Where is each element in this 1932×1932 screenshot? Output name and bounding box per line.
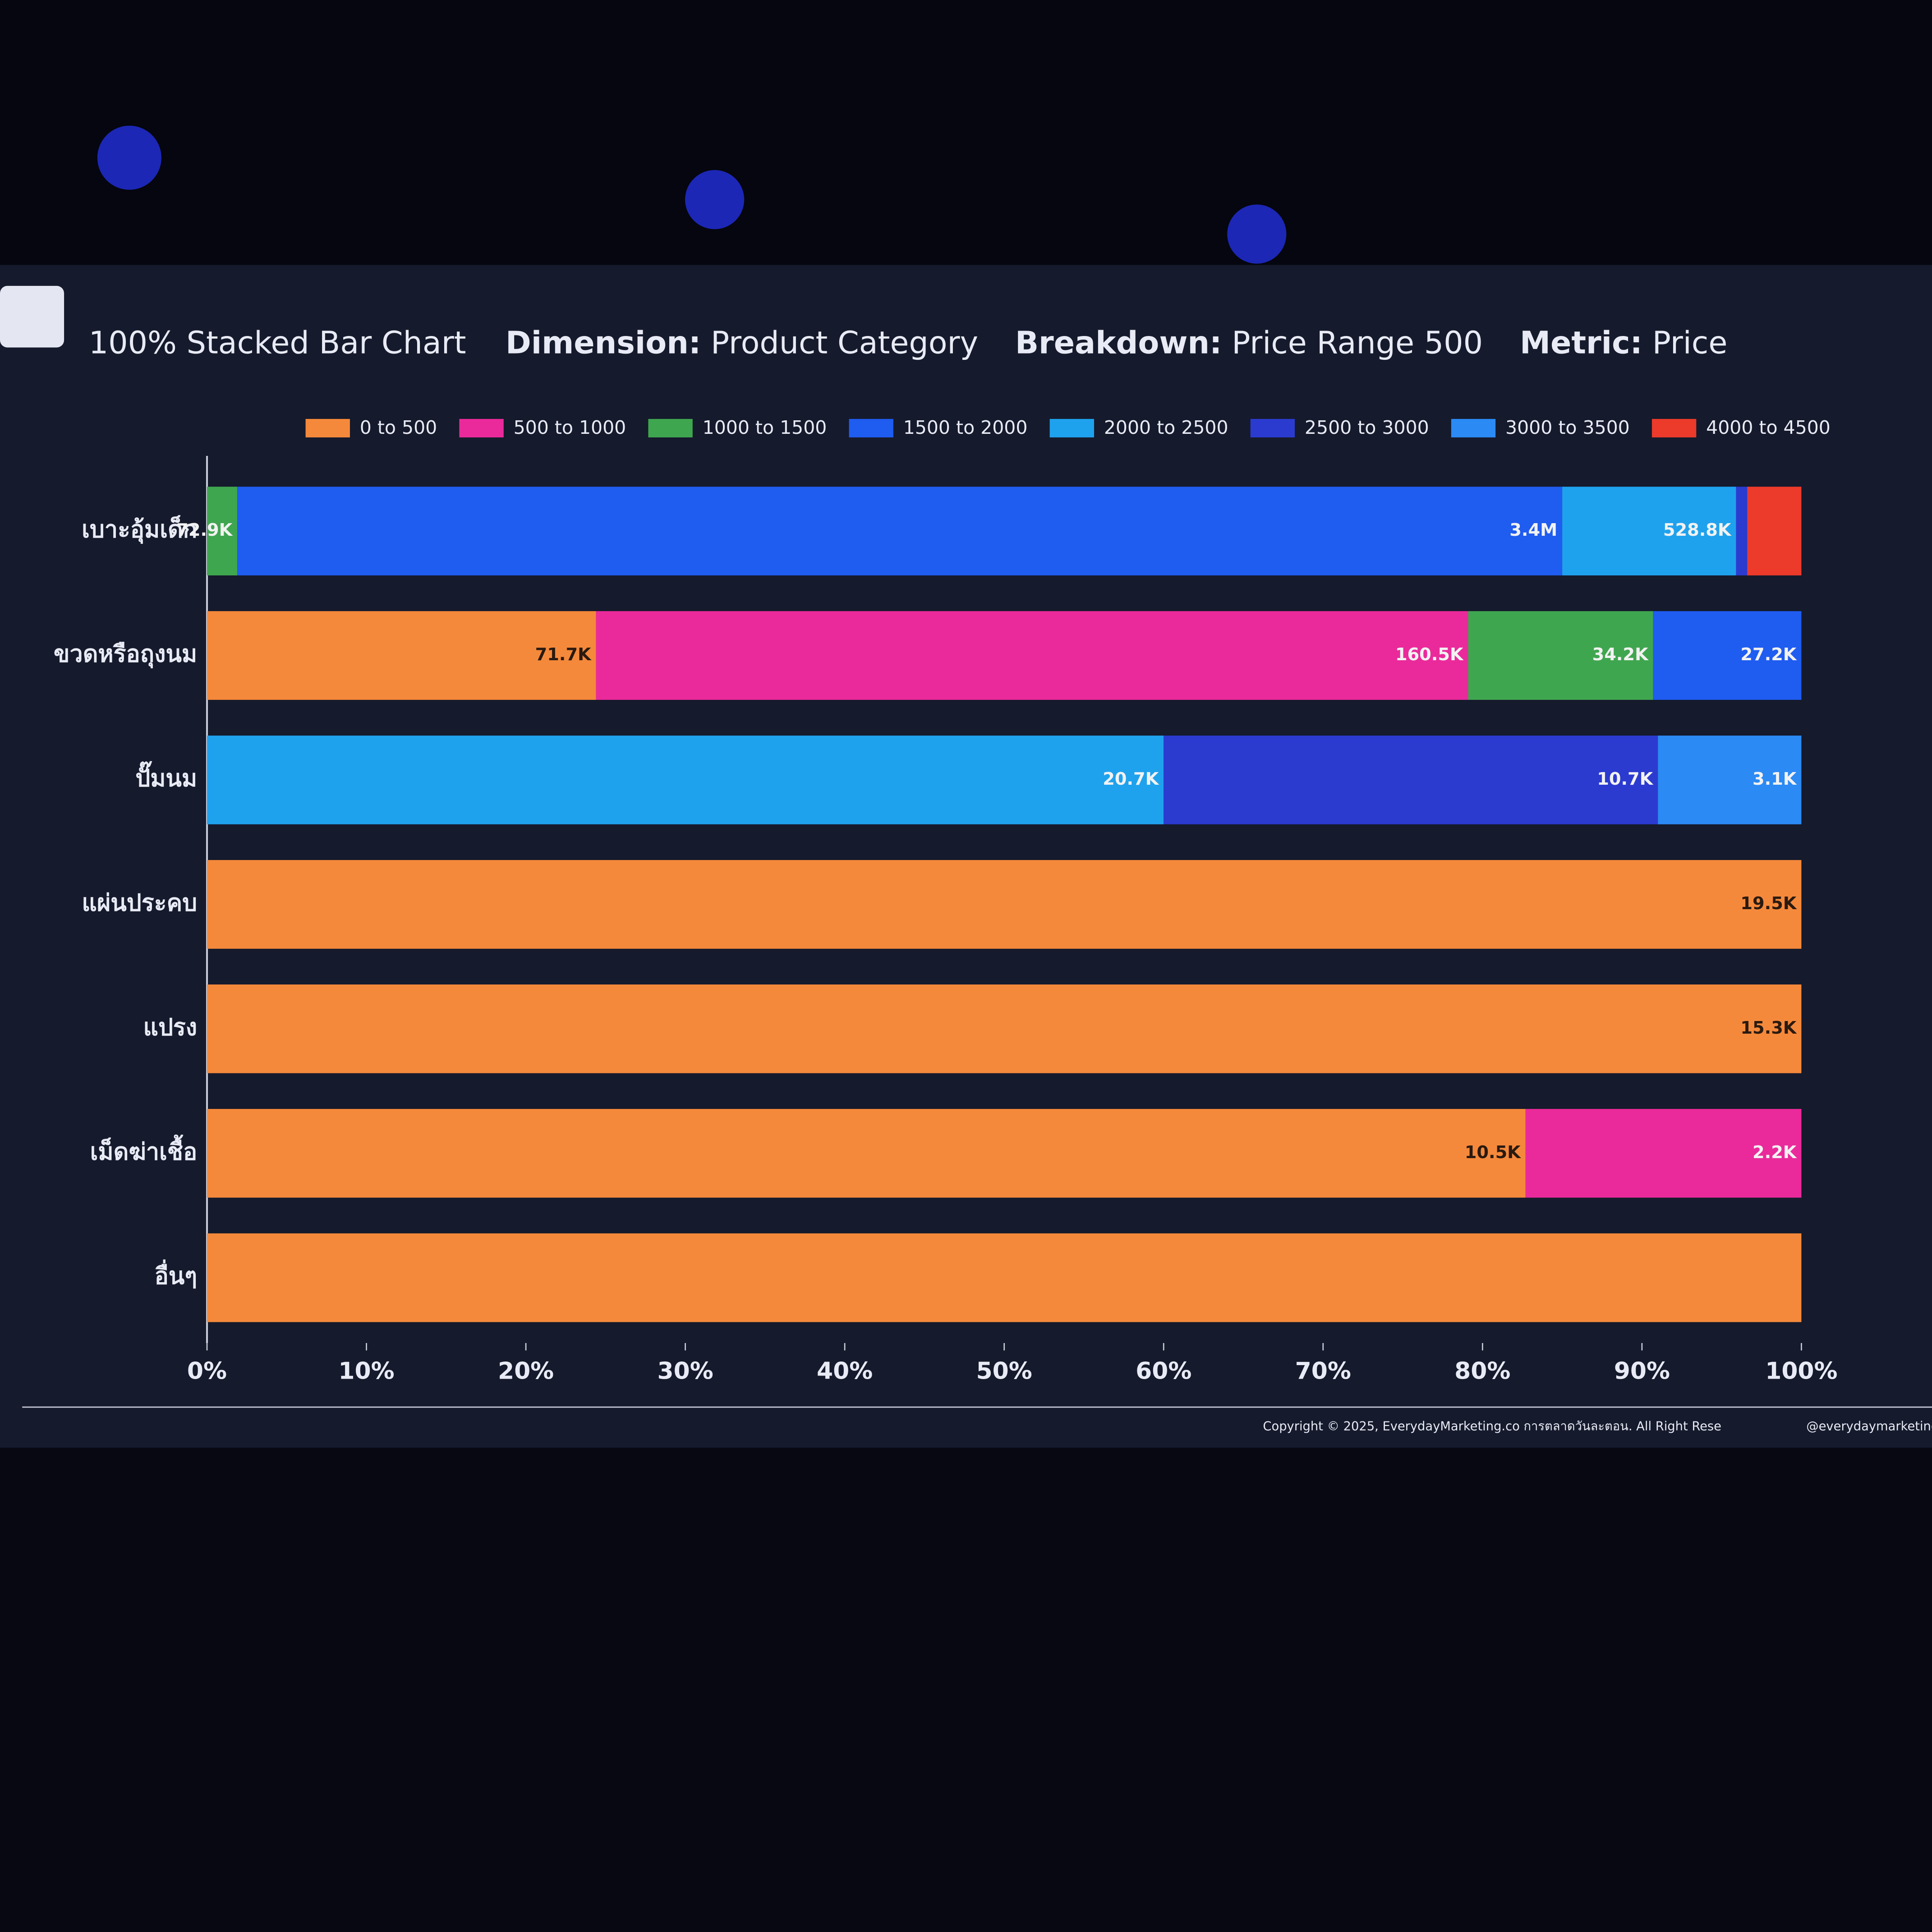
x-tick-label: 90%: [1614, 1358, 1670, 1385]
bar-segment: [1736, 487, 1748, 575]
y-tick-label: อื่นๆ: [155, 1260, 198, 1290]
header-text: Breakdown:: [1015, 326, 1222, 361]
y-tick-label: เม็ดฆ่าเชื้อ: [90, 1134, 197, 1165]
data-label: 15.3K: [1740, 1018, 1797, 1038]
y-tick-label: แผ่นประคบ: [82, 889, 197, 916]
stage-light: [685, 170, 745, 230]
legend-label: 1000 to 1500: [703, 417, 827, 438]
bar-segment: [237, 487, 1563, 575]
x-tick-label: 20%: [498, 1358, 554, 1385]
header-text: Price Range 500: [1232, 326, 1483, 361]
y-tick-label: ปั๊มนม: [135, 761, 197, 792]
x-tick-label: 100%: [1765, 1358, 1837, 1385]
data-label: 10.5K: [1465, 1142, 1521, 1163]
header-text: Dimension:: [506, 326, 701, 361]
x-tick-label: 10%: [338, 1358, 394, 1385]
bar-segment: [1562, 487, 1736, 575]
legend-label: 2000 to 2500: [1104, 417, 1228, 438]
legend-label: 1500 to 2000: [903, 417, 1028, 438]
bar-segment: [1468, 611, 1653, 700]
header-text: 100% Stacked Bar Chart: [89, 326, 466, 361]
legend-swatch: [1250, 419, 1295, 437]
data-label: 27.2K: [1740, 644, 1797, 665]
header-text: Price: [1652, 326, 1728, 361]
footer: Copyright © 2025, EverydayMarketing.co ก…: [1263, 1419, 1721, 1433]
bar-segment: [207, 487, 238, 575]
legend-swatch: [849, 419, 893, 437]
legend-label: 0 to 500: [360, 417, 437, 438]
y-tick-label: แปรง: [143, 1014, 198, 1041]
legend-label: 2500 to 3000: [1305, 417, 1429, 438]
data-label: 528.8K: [1663, 520, 1732, 540]
legend-swatch: [305, 419, 350, 437]
legend-swatch: [1049, 419, 1094, 437]
x-tick-label: 50%: [976, 1358, 1032, 1385]
legend-label: 4000 to 4500: [1706, 417, 1831, 438]
data-label: 34.2K: [1592, 644, 1649, 665]
bar-segment: [207, 1233, 1802, 1322]
x-tick-label: 70%: [1295, 1358, 1351, 1385]
header-text: Metric:: [1520, 326, 1642, 361]
data-label: 19.5K: [1740, 893, 1797, 914]
legend-swatch: [1451, 419, 1496, 437]
legend-swatch: [1651, 419, 1697, 437]
bar-segment: [1658, 736, 1802, 824]
data-label: 20.7K: [1103, 769, 1159, 789]
bar-segment: [1164, 736, 1658, 824]
data-label: 10.7K: [1597, 769, 1653, 789]
legend-label: 500 to 1000: [514, 417, 626, 438]
legend-swatch: [459, 419, 504, 437]
bar-segment: [1653, 611, 1802, 700]
bar-segment: [596, 611, 1468, 700]
y-tick-label: ขวดหรือถุงนม: [54, 640, 197, 668]
x-tick-label: 80%: [1454, 1358, 1510, 1385]
x-tick-label: 40%: [817, 1358, 873, 1385]
footer-right: @everydaymarketing.c: [1806, 1419, 1932, 1433]
bar-segment: [207, 611, 596, 700]
data-label: 72.9K: [176, 520, 233, 540]
bar-segment: [207, 736, 1164, 824]
data-label: 3.4M: [1509, 520, 1557, 540]
bar-segment: [207, 1109, 1526, 1198]
legend-label: 3000 to 3500: [1505, 417, 1630, 438]
header: 100% Stacked Bar Chart Dimension: Product …: [89, 326, 1728, 361]
x-tick-label: 60%: [1136, 1358, 1191, 1385]
data-label: 3.1K: [1753, 769, 1797, 789]
legend-swatch: [648, 419, 693, 437]
stage-light: [1227, 204, 1287, 264]
stage-light: [97, 125, 161, 190]
y-tick-label: เบาะอุ้มเด็ก: [82, 515, 197, 544]
data-label: 2.2K: [1753, 1142, 1797, 1163]
bar-segment: [1525, 1109, 1802, 1198]
x-tick-label: 0%: [187, 1358, 227, 1385]
stage: [0, 1448, 1932, 1932]
bar-segment: [207, 984, 1802, 1073]
data-label: 71.7K: [535, 644, 592, 665]
header-text: Product Category: [711, 326, 978, 361]
bar-segment: [207, 860, 1802, 949]
bar-segment: [1747, 487, 1802, 575]
data-label: 160.5K: [1395, 644, 1464, 665]
logo: [0, 285, 64, 348]
x-tick-label: 30%: [657, 1358, 713, 1385]
